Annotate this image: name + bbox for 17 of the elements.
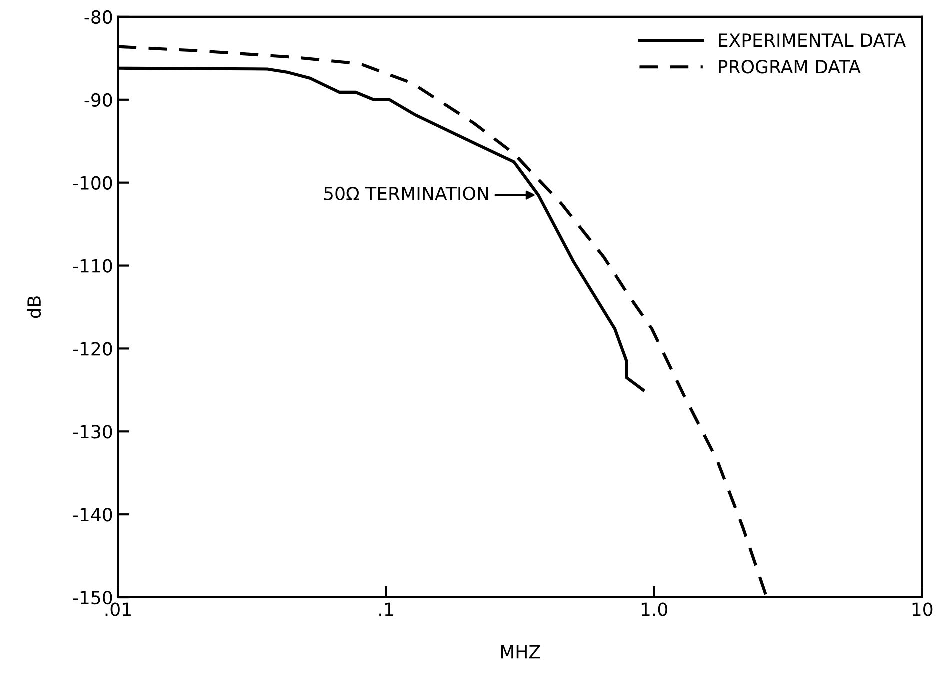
legend-label: EXPERIMENTAL DATA bbox=[719, 34, 906, 47]
y-tick-label: -100 bbox=[73, 176, 112, 190]
y-tick-label: -80 bbox=[84, 10, 112, 24]
annotation: 50Ω TERMINATION bbox=[324, 186, 488, 201]
legend-label: PROGRAM DATA bbox=[719, 60, 861, 74]
y-tick-label: -90 bbox=[84, 93, 112, 108]
y-tick-label: -110 bbox=[73, 259, 112, 273]
x-tick-label: .01 bbox=[106, 602, 131, 616]
y-tick-label: -150 bbox=[73, 590, 112, 605]
y-axis-title: dB bbox=[27, 296, 42, 318]
x-tick-label: 10 bbox=[912, 602, 933, 616]
y-tick-label: -140 bbox=[73, 508, 112, 522]
y-tick-label: -120 bbox=[73, 342, 112, 356]
x-tick-label: 1.0 bbox=[642, 602, 668, 616]
x-axis-title: MHZ bbox=[501, 645, 540, 659]
y-tick-label: -130 bbox=[73, 425, 112, 439]
x-tick-label: .1 bbox=[380, 602, 394, 616]
